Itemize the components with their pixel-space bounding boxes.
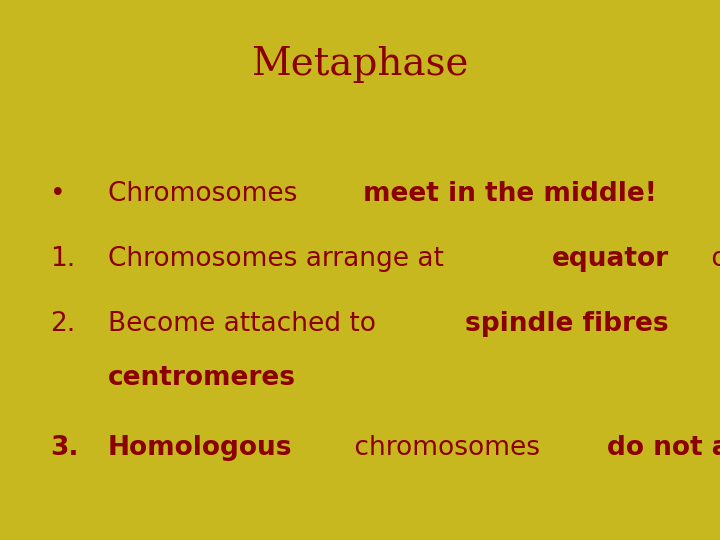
Text: Homologous: Homologous (108, 435, 292, 461)
Text: Metaphase: Metaphase (251, 46, 469, 83)
Text: chromosomes: chromosomes (346, 435, 549, 461)
Text: Chromosomes: Chromosomes (108, 181, 306, 207)
Text: Chromosomes arrange at: Chromosomes arrange at (108, 246, 452, 272)
Text: centromeres: centromeres (108, 365, 296, 391)
Text: 3.: 3. (50, 435, 79, 461)
Text: 1.: 1. (50, 246, 76, 272)
Text: Become attached to: Become attached to (108, 311, 384, 337)
Text: of cell: of cell (703, 246, 720, 272)
Text: meet in the middle!: meet in the middle! (363, 181, 657, 207)
Text: 2.: 2. (50, 311, 76, 337)
Text: •: • (50, 181, 66, 207)
Text: spindle fibres: spindle fibres (464, 311, 668, 337)
Text: do not associate: do not associate (607, 435, 720, 461)
Text: equator: equator (552, 246, 670, 272)
